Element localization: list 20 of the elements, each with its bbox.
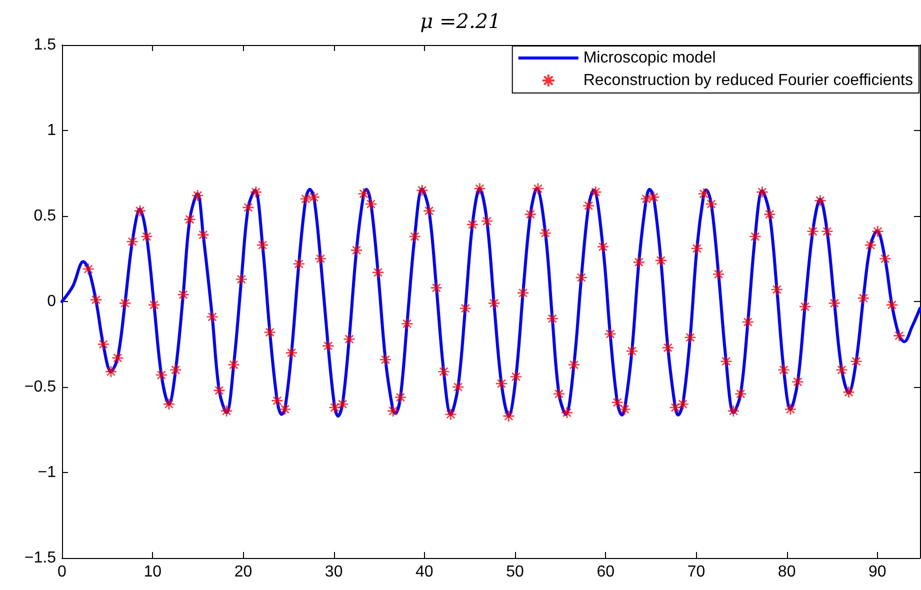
- legend-label: Microscopic model: [583, 50, 716, 66]
- x-tick-label: 50: [506, 564, 524, 580]
- x-tick-label: 40: [416, 564, 434, 580]
- x-tick-label: 80: [778, 564, 796, 580]
- y-tick-label: −1: [38, 464, 56, 481]
- y-tick-label: −0.5: [24, 378, 56, 396]
- x-tick-label: 0: [58, 564, 67, 580]
- y-tick-label: 0: [47, 293, 56, 310]
- legend-label: Reconstruction by reduced Fourier coefficients: [583, 72, 914, 89]
- y-tick-label: 1: [47, 122, 56, 139]
- x-tick-label: 30: [324, 564, 343, 580]
- chart-title: μ =2.21: [420, 9, 501, 33]
- y-tick-label: −1.5: [24, 550, 56, 566]
- x-tick-label: 20: [234, 564, 252, 580]
- x-tick-label: 90: [868, 564, 886, 580]
- x-tick-label: 70: [687, 564, 706, 580]
- x-tick-label: 10: [144, 564, 162, 580]
- y-tick-label: 0.5: [34, 208, 56, 224]
- x-tick-label: 60: [596, 564, 615, 580]
- y-tick-label: 1.5: [34, 36, 56, 54]
